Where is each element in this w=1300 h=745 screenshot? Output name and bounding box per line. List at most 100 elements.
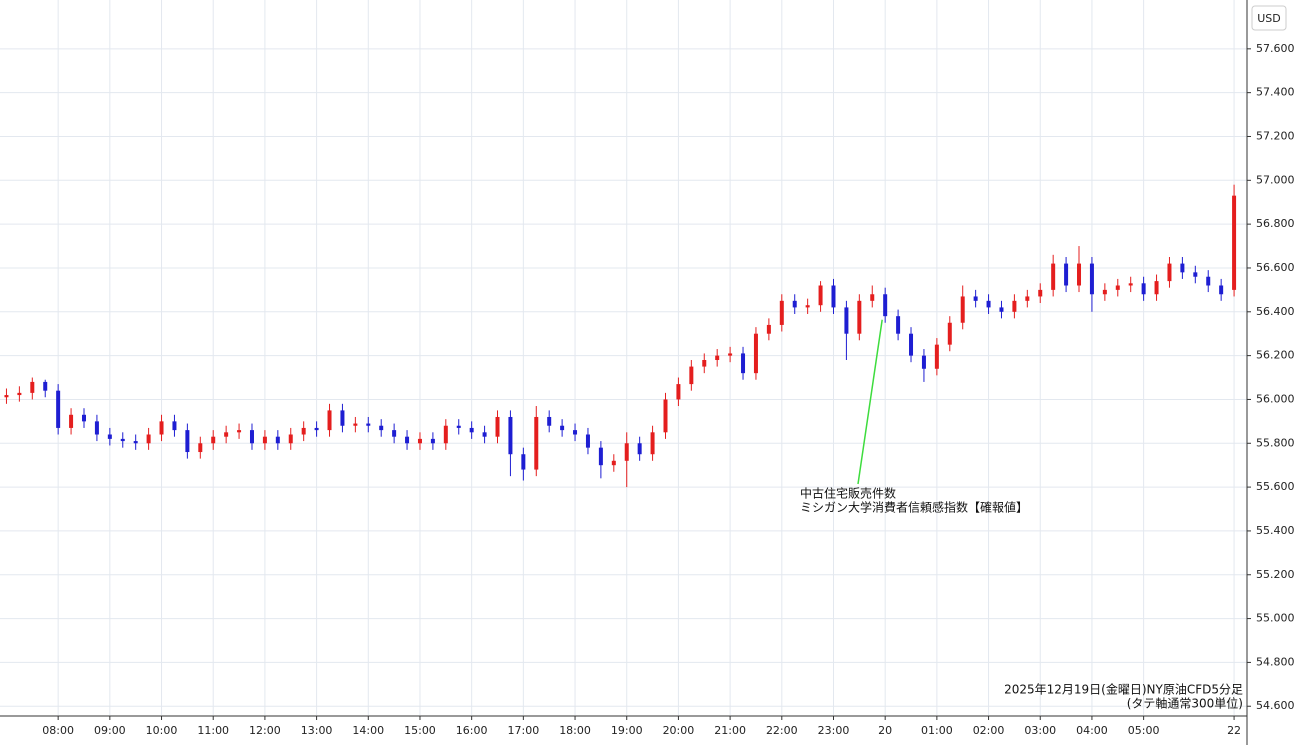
y-tick-label: 56.600 bbox=[1256, 261, 1295, 274]
candle-body bbox=[547, 416, 552, 426]
x-tick-label: 16:00 bbox=[456, 724, 488, 737]
candle-body bbox=[482, 432, 487, 437]
candle-body bbox=[1206, 276, 1211, 286]
candle-body bbox=[637, 443, 642, 455]
candle-body bbox=[883, 294, 888, 317]
annotation-text: 中古住宅販売件数 bbox=[800, 486, 896, 501]
caption: 2025年12月19日(金曜日)NY原油CFD5分足 bbox=[1004, 682, 1243, 697]
candle-body bbox=[663, 399, 668, 433]
candle-body bbox=[301, 427, 306, 435]
candle-body bbox=[934, 344, 939, 369]
candle-body bbox=[43, 381, 48, 391]
candle-body bbox=[844, 307, 849, 334]
candle-body bbox=[921, 355, 926, 369]
y-tick-label: 57.200 bbox=[1256, 129, 1295, 142]
x-tick-label: 02:00 bbox=[973, 724, 1005, 737]
caption: (タテ軸通常300単位) bbox=[1127, 696, 1243, 711]
x-tick-label: 12:00 bbox=[249, 724, 281, 737]
x-tick-label: 01:00 bbox=[921, 724, 953, 737]
y-tick-label: 56.800 bbox=[1256, 217, 1295, 230]
candle-body bbox=[560, 425, 565, 431]
candle-body bbox=[1115, 285, 1120, 290]
candle-body bbox=[430, 438, 435, 444]
candle-body bbox=[1128, 283, 1133, 286]
candle-body bbox=[896, 316, 901, 334]
x-tick-label: 05:00 bbox=[1128, 724, 1160, 737]
candle-body bbox=[1219, 285, 1224, 295]
candle-body bbox=[353, 423, 358, 426]
candle-body bbox=[611, 460, 616, 466]
candle-body bbox=[275, 436, 280, 444]
x-tick-label: 03:00 bbox=[1024, 724, 1056, 737]
candle-body bbox=[521, 454, 526, 470]
candle-body bbox=[766, 324, 771, 334]
x-tick-label: 08:00 bbox=[42, 724, 74, 737]
candle-body bbox=[573, 430, 578, 435]
candle-body bbox=[1141, 283, 1146, 295]
y-tick-label: 57.400 bbox=[1256, 86, 1295, 99]
candle-body bbox=[30, 381, 35, 393]
candle-body bbox=[805, 305, 810, 308]
candle-body bbox=[857, 300, 862, 334]
candle-body bbox=[185, 430, 190, 453]
y-tick-label: 56.400 bbox=[1256, 305, 1295, 318]
candle-body bbox=[999, 307, 1004, 312]
candle-body bbox=[249, 430, 254, 444]
candle-body bbox=[870, 294, 875, 301]
candle-body bbox=[1193, 272, 1198, 277]
x-tick-label: 17:00 bbox=[508, 724, 540, 737]
y-tick-label: 55.000 bbox=[1256, 612, 1295, 625]
candle-body bbox=[1025, 296, 1030, 301]
candle-body bbox=[508, 416, 513, 455]
candle-body bbox=[1167, 263, 1172, 282]
candle-body bbox=[69, 414, 74, 428]
candle-body bbox=[973, 296, 978, 301]
x-tick-label: 21:00 bbox=[714, 724, 746, 737]
x-tick-label: 23:00 bbox=[818, 724, 850, 737]
x-tick-label: 19:00 bbox=[611, 724, 643, 737]
candle-body bbox=[81, 414, 86, 422]
candle-body bbox=[534, 416, 539, 470]
candle-body bbox=[107, 434, 112, 439]
candle-body bbox=[909, 333, 914, 356]
y-tick-label: 55.400 bbox=[1256, 524, 1295, 537]
y-tick-label: 55.600 bbox=[1256, 480, 1295, 493]
candle-body bbox=[1102, 289, 1107, 295]
candle-body bbox=[262, 436, 267, 444]
candle-body bbox=[469, 427, 474, 433]
candle-body bbox=[1064, 263, 1069, 286]
candle-body bbox=[986, 300, 991, 308]
candle-body bbox=[715, 355, 720, 360]
candle-body bbox=[598, 447, 603, 466]
candle-body bbox=[689, 366, 694, 385]
x-tick-label: 13:00 bbox=[301, 724, 333, 737]
candle-body bbox=[818, 285, 823, 306]
candle-body bbox=[56, 390, 61, 428]
y-tick-label: 54.800 bbox=[1256, 655, 1295, 668]
y-tick-label: 55.200 bbox=[1256, 568, 1295, 581]
candle-body bbox=[753, 333, 758, 374]
x-tick-label: 10:00 bbox=[146, 724, 178, 737]
candles bbox=[4, 184, 1237, 488]
candle-body bbox=[960, 296, 965, 323]
candle-body bbox=[585, 434, 590, 448]
x-tick-label: 14:00 bbox=[352, 724, 384, 737]
x-tick-label: 15:00 bbox=[404, 724, 436, 737]
candle-body bbox=[456, 425, 461, 428]
candle-body bbox=[288, 434, 293, 444]
currency: USD bbox=[1257, 12, 1281, 25]
candle-body bbox=[4, 395, 9, 398]
candle-body bbox=[1077, 263, 1082, 286]
candle-body bbox=[159, 421, 164, 435]
candle-body bbox=[94, 421, 99, 435]
candle-body bbox=[224, 432, 229, 437]
candle-body bbox=[650, 432, 655, 455]
candle-body bbox=[1180, 263, 1185, 273]
y-tick-label: 56.000 bbox=[1256, 392, 1295, 405]
candle-body bbox=[366, 423, 371, 426]
candle-body bbox=[779, 300, 784, 325]
grid bbox=[0, 0, 1247, 715]
candle-body bbox=[1012, 300, 1017, 312]
